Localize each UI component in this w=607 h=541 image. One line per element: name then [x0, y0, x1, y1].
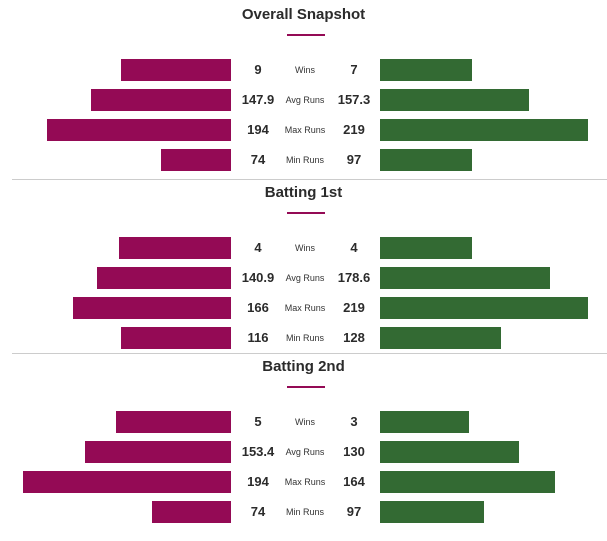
right-value: 4: [350, 240, 358, 255]
right-bar: [380, 237, 472, 259]
section-1: Batting 1st 4 Wins 4 140.9 Avg Runs 178.6 166 Ma…: [0, 178, 607, 353]
right-value: 128: [343, 330, 365, 345]
right-value: 130: [343, 444, 365, 459]
metric-label: Max Runs: [284, 125, 326, 135]
metric-label: Wins: [295, 417, 315, 427]
left-value: 153.4: [241, 444, 275, 459]
section-divider: [12, 179, 607, 180]
left-value: 147.9: [241, 92, 275, 107]
left-bar: [152, 501, 231, 523]
left-value: 74: [250, 504, 266, 519]
section-divider: [12, 353, 607, 354]
metric-label: Min Runs: [285, 507, 324, 517]
left-value: 4: [254, 240, 262, 255]
metric-label: Wins: [295, 243, 315, 253]
section-title: Batting 1st: [264, 184, 343, 201]
left-value: 140.9: [241, 270, 275, 285]
title-underline: [287, 386, 325, 388]
right-bar: [380, 411, 469, 433]
left-bar: [73, 297, 231, 319]
metric-label: Wins: [295, 65, 315, 75]
metric-label: Min Runs: [285, 155, 324, 165]
right-value: 3: [350, 414, 358, 429]
left-value: 9: [254, 62, 262, 77]
metric-label: Max Runs: [284, 303, 326, 313]
left-bar: [47, 119, 231, 141]
right-bar: [380, 501, 484, 523]
left-value: 116: [247, 330, 269, 345]
right-value: 97: [346, 504, 362, 519]
right-value: 7: [350, 62, 358, 77]
right-bar: [380, 89, 529, 111]
left-bar: [121, 59, 231, 81]
left-value: 166: [247, 300, 269, 315]
left-bar: [116, 411, 231, 433]
right-value: 97: [346, 152, 362, 167]
right-value: 157.3: [337, 92, 371, 107]
right-value: 219: [343, 122, 365, 137]
left-bar: [121, 327, 231, 349]
metric-label: Avg Runs: [285, 273, 325, 283]
left-bar: [23, 471, 231, 493]
section-0: Overall Snapshot 9 Wins 7 147.9 Avg Runs 157.3…: [0, 0, 607, 175]
left-value: 5: [254, 414, 262, 429]
metric-label: Min Runs: [285, 333, 324, 343]
left-value: 74: [250, 152, 266, 167]
left-bar: [119, 237, 231, 259]
section-title: Batting 2nd: [262, 358, 345, 375]
metric-label: Max Runs: [284, 477, 326, 487]
right-value: 164: [343, 474, 365, 489]
right-bar: [380, 441, 519, 463]
section-title: Overall Snapshot: [241, 6, 366, 23]
metric-label: Avg Runs: [285, 95, 325, 105]
right-value: 178.6: [337, 270, 371, 285]
right-bar: [380, 59, 472, 81]
left-bar: [91, 89, 231, 111]
right-bar: [380, 297, 588, 319]
metric-label: Avg Runs: [285, 447, 325, 457]
section-2: Batting 2nd 5 Wins 3 153.4 Avg Runs 130 194 Max …: [0, 352, 607, 527]
left-value: 194: [247, 122, 269, 137]
left-bar: [85, 441, 231, 463]
right-bar: [380, 119, 588, 141]
left-bar: [97, 267, 231, 289]
title-underline: [287, 212, 325, 214]
right-bar: [380, 327, 501, 349]
right-bar: [380, 267, 550, 289]
right-bar: [380, 471, 555, 493]
title-underline: [287, 34, 325, 36]
left-value: 194: [247, 474, 269, 489]
right-value: 219: [343, 300, 365, 315]
right-bar: [380, 149, 472, 171]
left-bar: [161, 149, 231, 171]
